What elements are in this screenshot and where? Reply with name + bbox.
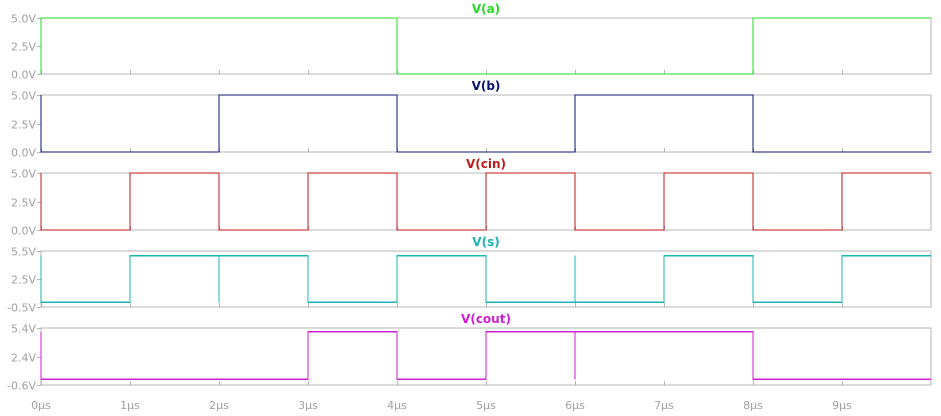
x-tick-label: 8µs bbox=[743, 399, 763, 412]
y-tick-label: -0.5V bbox=[7, 302, 36, 315]
panel-frame-v-b bbox=[40, 94, 932, 153]
trace-title-v-s: V(s) bbox=[472, 235, 499, 249]
y-tick-label: 2.5V bbox=[11, 197, 36, 210]
y-tick-label: 5.0V bbox=[11, 168, 36, 181]
x-tick-label: 4µs bbox=[387, 399, 407, 412]
x-tick-label: 6µs bbox=[565, 399, 585, 412]
y-tick-label: 0.0V bbox=[11, 69, 36, 82]
trace-v-cin bbox=[40, 172, 931, 231]
y-tick-label: 5.0V bbox=[11, 13, 36, 26]
trace-v-b bbox=[40, 94, 931, 153]
y-tick-label: 2.4V bbox=[11, 352, 36, 365]
y-tick-label: 2.5V bbox=[11, 119, 36, 132]
y-tick-label: 0.0V bbox=[11, 147, 36, 160]
y-tick-label: 5.0V bbox=[11, 90, 36, 103]
x-tick-label: 7µs bbox=[654, 399, 674, 412]
x-tick-label: 2µs bbox=[209, 399, 229, 412]
trace-title-v-cin: V(cin) bbox=[466, 157, 506, 171]
x-tick-label: 1µs bbox=[120, 399, 140, 412]
x-tick-label: 9µs bbox=[832, 399, 852, 412]
y-tick-label: -0.6V bbox=[7, 380, 36, 393]
y-tick-label: 2.5V bbox=[11, 41, 36, 54]
trace-title-v-cout: V(cout) bbox=[461, 312, 511, 326]
y-tick-label: 5.5V bbox=[11, 246, 36, 259]
y-tick-label: 2.5V bbox=[11, 274, 36, 287]
trace-title-v-b: V(b) bbox=[472, 79, 501, 93]
y-tick-label: 5.4V bbox=[11, 323, 36, 336]
trace-v-a bbox=[40, 17, 931, 75]
trace-v-s bbox=[40, 255, 931, 303]
panel-frame-v-a bbox=[40, 17, 932, 75]
trace-v-cout bbox=[40, 331, 931, 380]
x-tick-label: 0µs bbox=[31, 399, 51, 412]
x-tick-label: 5µs bbox=[476, 399, 496, 412]
trace-title-v-a: V(a) bbox=[472, 2, 500, 16]
x-tick-label: 3µs bbox=[298, 399, 318, 412]
y-tick-label: 0.0V bbox=[11, 225, 36, 238]
